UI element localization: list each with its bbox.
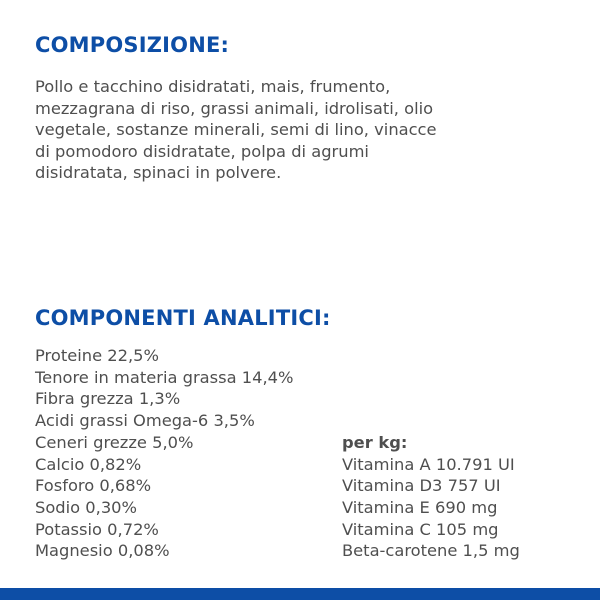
analytic-item: Proteine 22,5% [35,346,159,365]
composition-title: COMPOSIZIONE: [35,33,230,57]
vitamin-item: Vitamina C 105 mg [342,519,499,539]
vitamin-item: Beta-carotene 1,5 mg [342,541,520,561]
composition-text: Pollo e tacchino disidratati, mais, frum… [35,76,595,184]
vitamins-list: per kg: Vitamina A 10.791 UI Vitamina D3… [342,432,520,562]
footer-bar [0,588,600,600]
analytic-item: Tenore in materia grassa 14,4% [35,367,294,387]
analytic-item: Fibra grezza 1,3% [35,389,181,409]
analytic-item: Sodio 0,30% [35,497,138,517]
analytic-item: Potassio 0,72% [35,519,159,539]
analytic-item: Calcio 0,82% [35,454,142,474]
analytics-list: Proteine 22,5% Tenore in materia grassa … [35,345,293,562]
composition-line: disidratata, spinaci in polvere. [35,163,282,183]
analytics-title: COMPONENTI ANALITICI: [35,306,331,330]
analytic-item: Magnesio 0,08% [35,541,170,561]
composition-line: vegetale, sostanze minerali, semi di lin… [35,120,437,140]
composition-line: Pollo e tacchino disidratati, mais, frum… [35,77,391,96]
analytic-item: Acidi grassi Omega-6 3,5% [35,411,255,431]
vitamin-item: Vitamina E 690 mg [342,497,498,517]
per-kg-label: per kg: [342,432,408,452]
composition-line: mezzagrana di riso, grassi animali, idro… [35,98,434,118]
composition-line: di pomodoro disidratate, polpa di agrumi [35,141,369,161]
analytic-item: Fosforo 0,68% [35,476,152,496]
analytic-item: Ceneri grezze 5,0% [35,432,194,452]
vitamin-item: Vitamina D3 757 UI [342,476,501,496]
vitamin-item: Vitamina A 10.791 UI [342,454,515,474]
